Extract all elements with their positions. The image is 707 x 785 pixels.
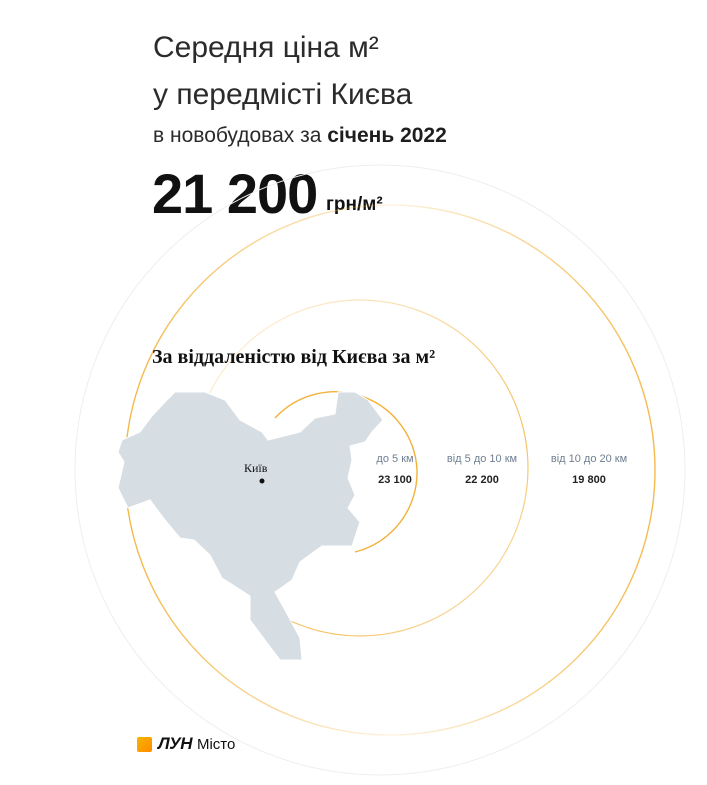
zone-value: 22 200: [465, 474, 499, 486]
section-title: За віддаленістю від Києва за м²: [152, 346, 436, 368]
subtitle-period: січень 2022: [327, 124, 447, 147]
logo-sub: Місто: [196, 735, 236, 753]
kyiv-city-shape: [117, 391, 384, 661]
zone-0-5-km: до 5 км 23 100: [363, 453, 427, 486]
subtitle-prefix: в новобудовах за: [153, 124, 328, 147]
zone-label: до 5 км: [376, 453, 414, 465]
page-subtitle: в новобудовах за січень 2022: [153, 124, 447, 148]
page-title-line-2: у передмісті Києва: [153, 78, 413, 111]
kyiv-marker: [259, 478, 265, 484]
outer-halo-ring: [74, 164, 686, 776]
lun-misto-logo: ЛУН Місто: [137, 734, 235, 754]
zone-label: від 5 до 10 км: [446, 453, 518, 465]
zone-value: 19 800: [572, 474, 606, 486]
zone-value: 23 100: [378, 474, 412, 486]
logo-square-icon: [137, 736, 152, 752]
zone-10-20-km: від 10 до 20 км 19 800: [538, 453, 640, 486]
zone-5-10-km: від 5 до 10 км 22 200: [437, 453, 527, 486]
page-title-line-1: Середня ціна м²: [153, 31, 379, 64]
zone-label: від 10 до 20 км: [550, 453, 628, 465]
city-label: Київ: [244, 461, 268, 475]
logo-brand: ЛУН: [158, 734, 192, 753]
average-price: 21 200: [152, 162, 318, 225]
ring-0-5-km: [274, 391, 418, 553]
